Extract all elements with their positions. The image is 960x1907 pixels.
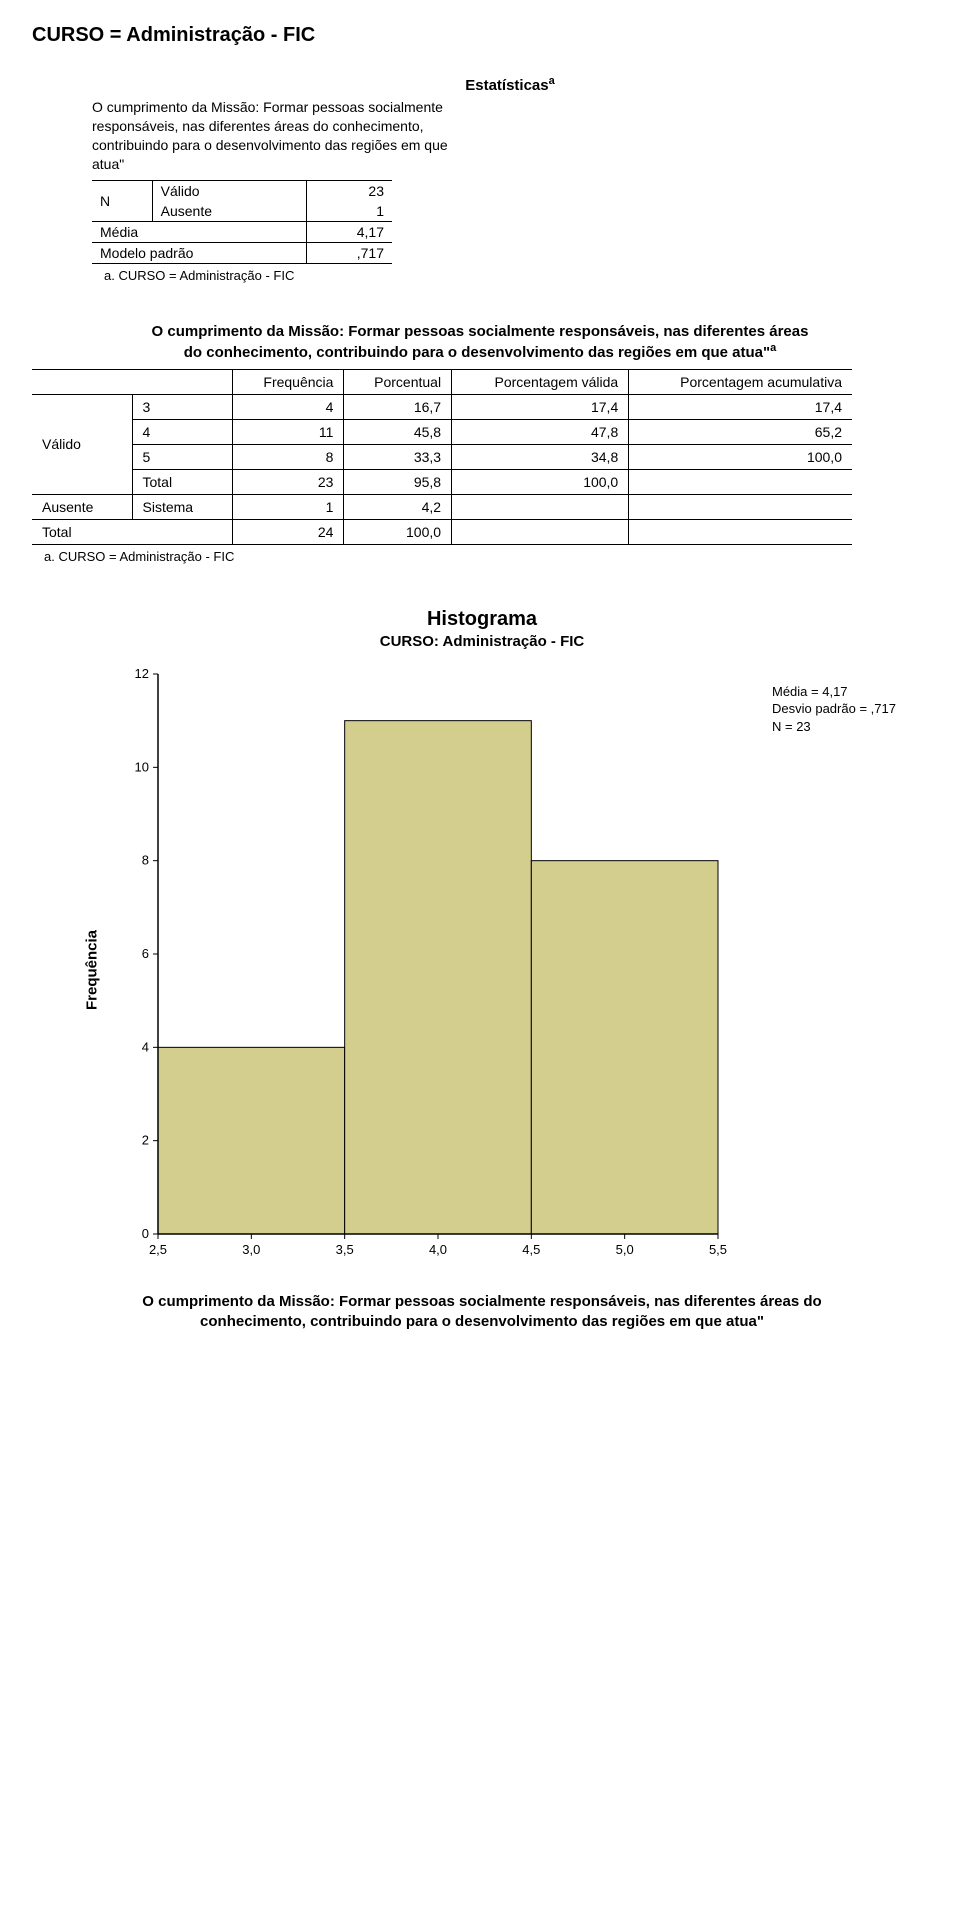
annot-n: N = 23 xyxy=(772,718,896,736)
annot-mean: Média = 4,17 xyxy=(772,683,896,701)
stats-valido-value: 23 xyxy=(307,180,392,201)
freq-grand-total-f: 24 xyxy=(233,519,344,544)
freq-h-pvalida: Porcentagem válida xyxy=(452,369,629,394)
svg-text:0: 0 xyxy=(142,1226,149,1241)
stats-table: N Válido 23 Ausente 1 Média 4,17 Modelo … xyxy=(92,180,392,264)
freq-row-pa: 100,0 xyxy=(629,444,852,469)
freq-cell-empty xyxy=(629,469,852,494)
freq-valido-total-label: Total xyxy=(132,469,233,494)
histogram-ylabel: Frequência xyxy=(84,930,101,1010)
svg-text:4: 4 xyxy=(142,1039,149,1054)
freq-cell-empty xyxy=(629,494,852,519)
freq-title-l2-text: do conhecimento, contribuindo para o des… xyxy=(184,344,770,361)
svg-text:3,0: 3,0 xyxy=(242,1242,260,1257)
histogram-subtitle: CURSO: Administração - FIC xyxy=(32,633,932,650)
freq-cell-empty xyxy=(452,519,629,544)
stats-title-sup: a xyxy=(549,75,555,87)
freq-cell-empty xyxy=(629,519,852,544)
freq-row-pv: 34,8 xyxy=(452,444,629,469)
freq-row-p: 45,8 xyxy=(344,419,452,444)
svg-text:12: 12 xyxy=(135,666,149,681)
histogram-title: Histograma xyxy=(32,608,932,631)
freq-h-perc: Porcentual xyxy=(344,369,452,394)
svg-text:3,5: 3,5 xyxy=(336,1242,354,1257)
freq-grand-total-p: 100,0 xyxy=(344,519,452,544)
stats-ausente-value: 1 xyxy=(307,201,392,222)
svg-text:2: 2 xyxy=(142,1132,149,1147)
freq-row-p: 16,7 xyxy=(344,394,452,419)
stats-modelo-label: Modelo padrão xyxy=(92,242,307,263)
freq-row-pa: 65,2 xyxy=(629,419,852,444)
freq-valido-total-p: 95,8 xyxy=(344,469,452,494)
stats-footnote: a. CURSO = Administração - FIC xyxy=(104,268,928,283)
stats-title-text: Estatísticas xyxy=(465,77,548,94)
stats-title: Estatísticasa xyxy=(92,75,928,94)
freq-footnote: a. CURSO = Administração - FIC xyxy=(44,549,928,564)
stats-block: Estatísticasa O cumprimento da Missão: F… xyxy=(92,75,928,283)
svg-text:10: 10 xyxy=(135,759,149,774)
stats-media-label: Média xyxy=(92,221,307,242)
stats-ausente-label: Ausente xyxy=(152,201,306,222)
svg-text:8: 8 xyxy=(142,852,149,867)
histogram-xlabel: O cumprimento da Missão: Formar pessoas … xyxy=(102,1292,862,1333)
histogram-block: Histograma CURSO: Administração - FIC Mé… xyxy=(32,608,932,1333)
freq-title-l2: do conhecimento, contribuindo para o des… xyxy=(32,342,928,361)
svg-text:5,5: 5,5 xyxy=(709,1242,727,1257)
svg-text:4,0: 4,0 xyxy=(429,1242,447,1257)
freq-row-f: 11 xyxy=(233,419,344,444)
freq-ausente-p: 4,2 xyxy=(344,494,452,519)
freq-row-cat: 4 xyxy=(132,419,233,444)
frequency-table: Frequência Porcentual Porcentagem válida… xyxy=(32,369,852,545)
freq-h-freq: Frequência xyxy=(233,369,344,394)
freq-ausente-label: Ausente xyxy=(32,494,132,519)
freq-ausente-f: 1 xyxy=(233,494,344,519)
svg-text:2,5: 2,5 xyxy=(149,1242,167,1257)
freq-grand-total-label: Total xyxy=(32,519,233,544)
freq-cell-empty xyxy=(452,494,629,519)
freq-row-pv: 17,4 xyxy=(452,394,629,419)
stats-modelo-value: ,717 xyxy=(307,242,392,263)
freq-row-cat: 5 xyxy=(132,444,233,469)
freq-h-pacum: Porcentagem acumulativa xyxy=(629,369,852,394)
freq-valido-total-f: 23 xyxy=(233,469,344,494)
page-title: CURSO = Administração - FIC xyxy=(32,24,928,47)
freq-row-cat: 3 xyxy=(132,394,233,419)
freq-valido-label: Válido xyxy=(32,394,132,494)
stats-valido-label: Válido xyxy=(152,180,306,201)
stats-n-label: N xyxy=(92,180,152,221)
freq-title-l1: O cumprimento da Missão: Formar pessoas … xyxy=(100,323,860,340)
freq-row-pa: 17,4 xyxy=(629,394,852,419)
histogram-annotation: Média = 4,17 Desvio padrão = ,717 N = 23 xyxy=(772,683,896,736)
frequency-block: O cumprimento da Missão: Formar pessoas … xyxy=(32,323,928,564)
histogram-chart: 0 2 4 6 8 10 12 2,5 3,0 3,5 4,0 4,5 5,0 5,5 xyxy=(112,664,728,1270)
svg-text:4,5: 4,5 xyxy=(522,1242,540,1257)
freq-sistema-label: Sistema xyxy=(132,494,233,519)
stats-description: O cumprimento da Missão: Formar pessoas … xyxy=(92,98,472,174)
freq-row-p: 33,3 xyxy=(344,444,452,469)
freq-valido-total-pv: 100,0 xyxy=(452,469,629,494)
freq-row-pv: 47,8 xyxy=(452,419,629,444)
svg-text:5,0: 5,0 xyxy=(616,1242,634,1257)
freq-row-f: 8 xyxy=(233,444,344,469)
freq-title-sup: a xyxy=(770,342,776,354)
annot-sd: Desvio padrão = ,717 xyxy=(772,700,896,718)
freq-row-f: 4 xyxy=(233,394,344,419)
stats-media-value: 4,17 xyxy=(307,221,392,242)
svg-text:6: 6 xyxy=(142,946,149,961)
